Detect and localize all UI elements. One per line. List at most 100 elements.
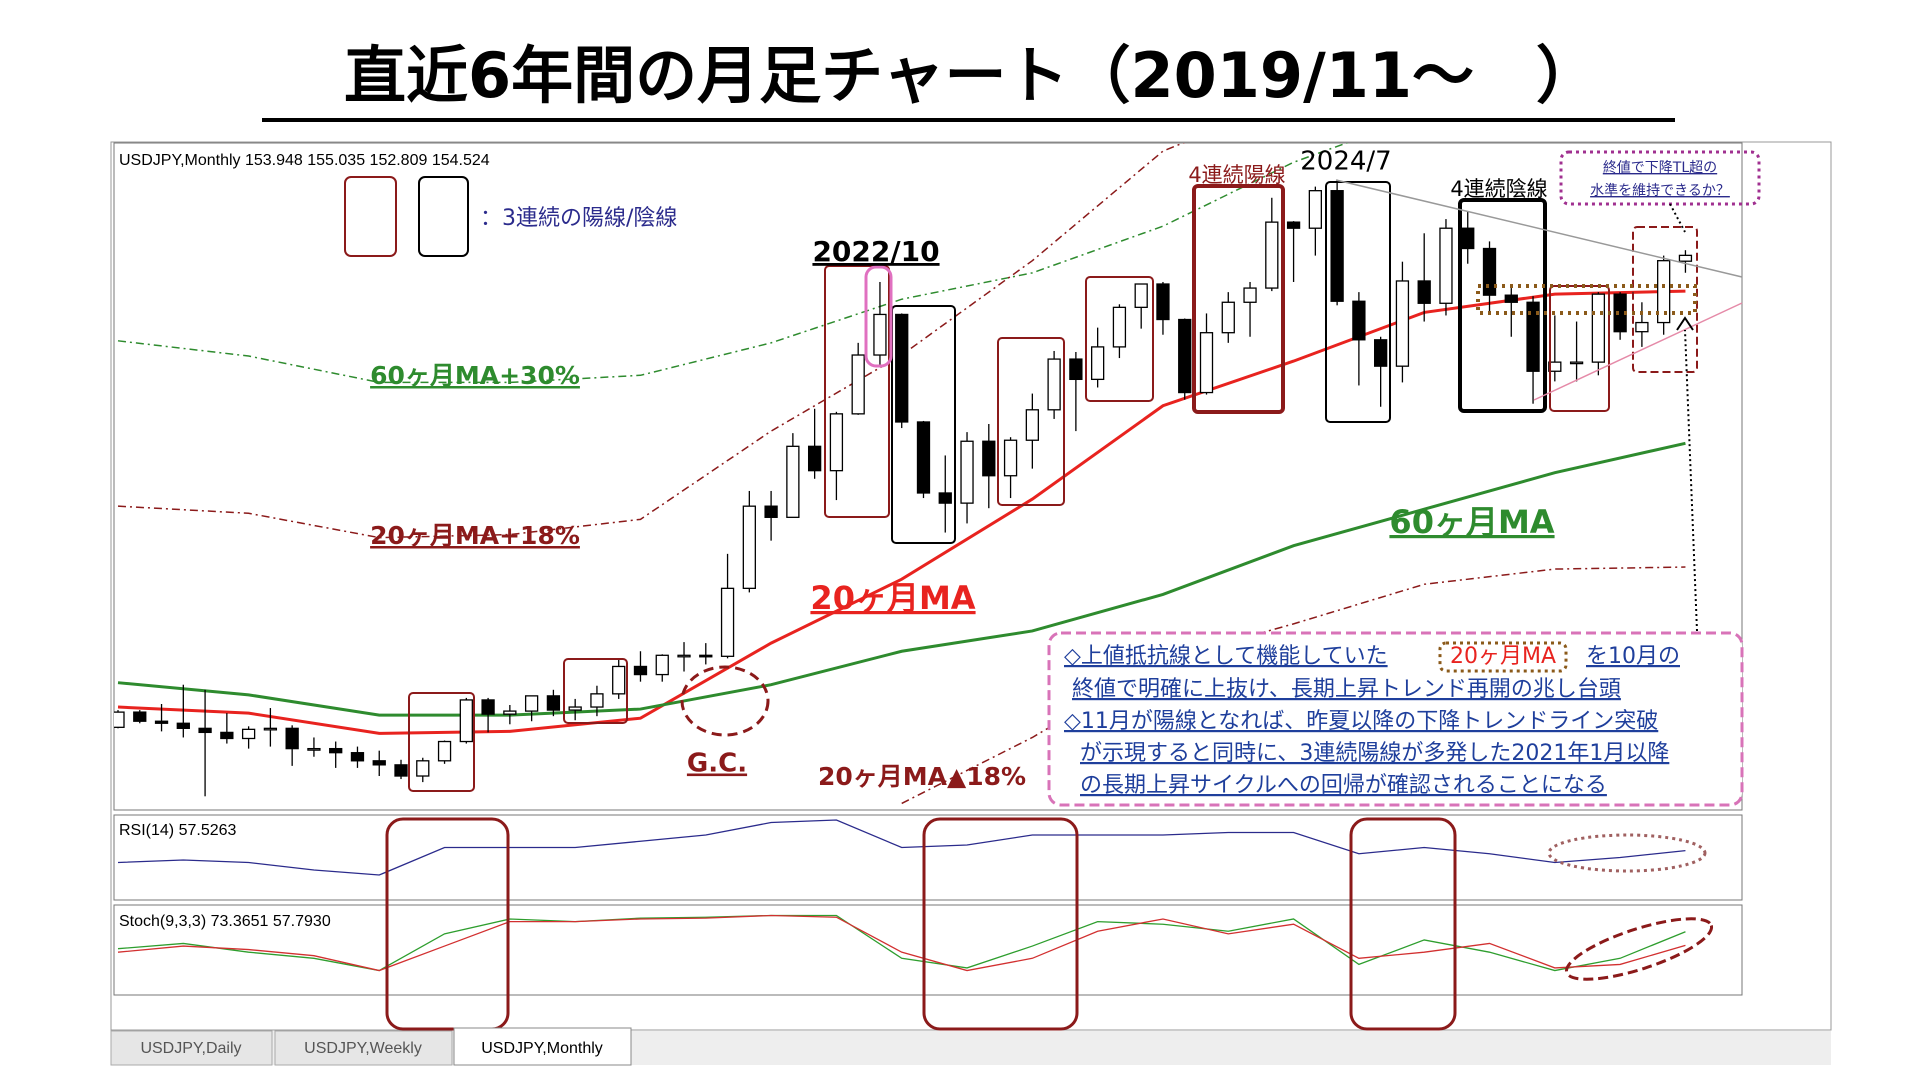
candle-body xyxy=(720,587,735,657)
ma-line xyxy=(901,566,1686,805)
gc-ellipse xyxy=(680,665,770,737)
box xyxy=(563,658,628,724)
candle-body xyxy=(982,440,996,477)
candle-body xyxy=(154,720,169,724)
title: 直近6年間の月足チャート（2019/11～ ） xyxy=(344,39,1598,112)
candle-body xyxy=(307,747,321,751)
tab[interactable] xyxy=(110,1030,273,1066)
tab-label[interactable]: USDJPY,Weekly xyxy=(304,1040,422,1057)
candle-highlight xyxy=(864,265,893,368)
support-line xyxy=(1533,302,1743,401)
stoch-lines xyxy=(117,914,1686,972)
stoch-panel xyxy=(113,904,1743,996)
candle-body xyxy=(916,421,931,494)
candle-body xyxy=(612,665,626,695)
candle-body xyxy=(1265,221,1279,289)
candle-body xyxy=(873,313,887,356)
indicator-box xyxy=(1349,817,1457,1031)
candle-body xyxy=(437,740,452,762)
box xyxy=(1458,198,1547,413)
arrow-line xyxy=(1669,203,1686,233)
note-box xyxy=(1047,631,1744,807)
candle-body xyxy=(1657,260,1671,324)
candle-body xyxy=(1417,280,1431,304)
candle-body xyxy=(1025,409,1039,441)
date-label: 2024/7 xyxy=(1300,147,1391,177)
line-label: 60ヶ月MA xyxy=(1389,503,1554,541)
candle-body xyxy=(590,693,604,708)
candle-body xyxy=(1591,293,1606,363)
candle-body xyxy=(699,654,713,658)
candle-body xyxy=(133,711,147,722)
note-text: ◇11月が陽線となれば、昨夏以降の下降トレンドライン突破 xyxy=(1064,709,1658,734)
note-text: を10月の xyxy=(1586,644,1680,669)
candle-body xyxy=(764,505,778,518)
candle-body xyxy=(220,731,234,740)
tab-label[interactable]: USDJPY,Daily xyxy=(140,1040,241,1057)
chart-header: USDJPY,Monthly 153.948 155.035 152.809 1… xyxy=(119,152,490,169)
stoch-line xyxy=(117,914,1686,972)
candle-body xyxy=(960,440,974,504)
candle-body xyxy=(1156,283,1170,321)
candle-body xyxy=(329,747,343,754)
ma-dotted-box xyxy=(1476,284,1697,315)
candle-body xyxy=(1548,361,1562,372)
box xyxy=(997,337,1065,506)
candle-body xyxy=(851,354,865,415)
candle-body xyxy=(176,722,190,729)
candle-body xyxy=(807,445,822,472)
candle-body xyxy=(1308,190,1322,229)
rsi-lines xyxy=(117,819,1686,876)
candle-body xyxy=(1091,346,1105,381)
note-text: 20ヶ月MA xyxy=(1450,644,1556,669)
question: 水準を維持できるか？ xyxy=(1590,183,1730,199)
line-label: 20ヶ月MA xyxy=(810,579,975,617)
line-label: 20ヶ月MA+18% xyxy=(370,521,580,550)
candle-body xyxy=(895,313,909,423)
candle-body xyxy=(481,699,495,715)
candle-body xyxy=(1439,227,1453,304)
candle-body xyxy=(655,654,669,676)
annotation: 4連続陽線 xyxy=(1188,163,1285,187)
candle-body xyxy=(1330,190,1344,302)
tab-active[interactable] xyxy=(453,1027,632,1066)
tab[interactable] xyxy=(274,1030,453,1066)
rsi-title: RSI(14) 57.5263 xyxy=(119,822,237,839)
trendline xyxy=(1335,179,1743,278)
candle-body xyxy=(633,665,648,676)
candle-body xyxy=(742,505,756,589)
candle-body xyxy=(372,760,386,766)
date-label: 2022/10 xyxy=(812,235,939,268)
candle-body xyxy=(1047,358,1061,411)
stoch-ellipse xyxy=(1564,917,1714,981)
candle-body xyxy=(1243,287,1257,303)
candle-body xyxy=(1221,301,1235,334)
candle-body xyxy=(1069,358,1083,381)
ma-line xyxy=(117,143,1349,384)
candle-body xyxy=(829,413,844,472)
ma-line xyxy=(117,143,1186,539)
candle-body xyxy=(114,711,125,728)
arrow-head xyxy=(1676,316,1694,331)
arrow-line xyxy=(1684,329,1698,632)
candle-body xyxy=(1286,221,1301,229)
candle-body xyxy=(285,727,299,750)
candle-body xyxy=(241,728,256,740)
box xyxy=(1549,285,1610,412)
tab-label[interactable]: USDJPY,Monthly xyxy=(481,1040,603,1057)
candle-body xyxy=(459,699,473,743)
candle-body xyxy=(546,695,561,711)
candle-body xyxy=(1678,254,1693,262)
candle-body xyxy=(1395,280,1410,367)
note-highlight xyxy=(1438,641,1568,673)
candle-body xyxy=(263,727,278,731)
candle-body xyxy=(1461,227,1475,250)
indicator-box xyxy=(385,817,510,1031)
question-box xyxy=(1559,150,1761,206)
candle-body xyxy=(1374,339,1388,367)
note-text: の長期上昇サイクルへの回帰が確認されることになる xyxy=(1080,773,1607,798)
candle-body xyxy=(1635,321,1649,333)
rsi-line xyxy=(117,819,1686,876)
main-panel xyxy=(113,142,1743,811)
